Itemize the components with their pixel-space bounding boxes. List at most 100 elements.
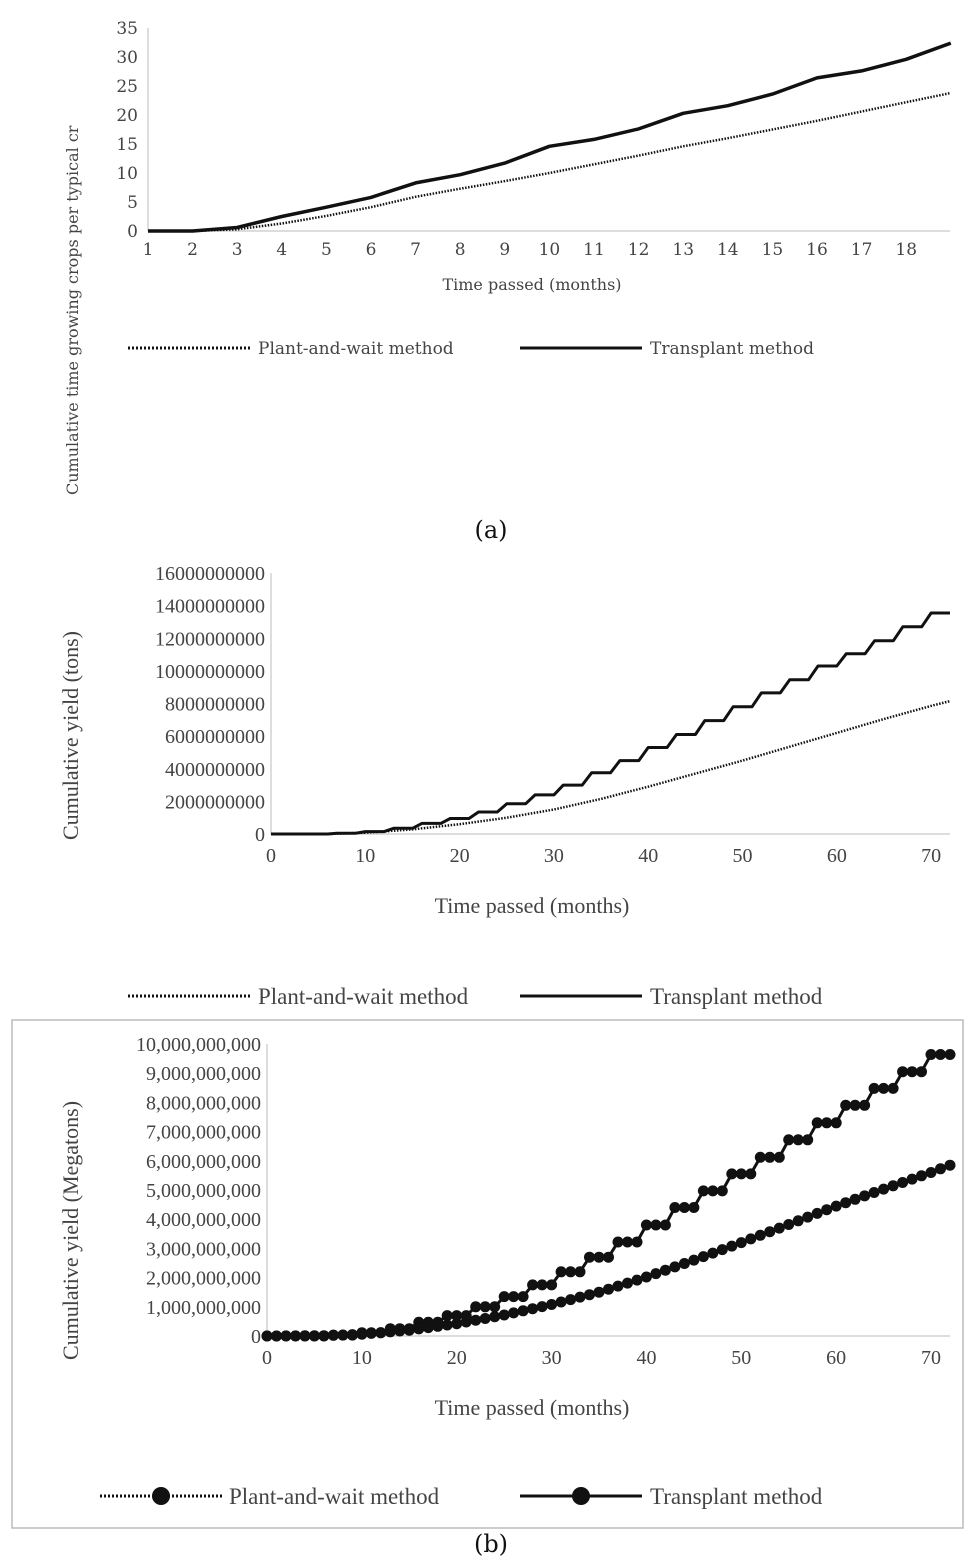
marker-plant-and-wait <box>498 1309 510 1321</box>
caption-a: (a) <box>474 516 507 544</box>
marker-transplant <box>906 1066 918 1078</box>
marker-plant-and-wait <box>451 1318 463 1330</box>
marker-transplant <box>527 1279 539 1291</box>
y-tick-label: 2000000000 <box>165 791 265 813</box>
x-tick-label: 20 <box>450 845 470 867</box>
marker-transplant <box>878 1082 890 1094</box>
marker-transplant <box>574 1266 586 1278</box>
marker-plant-and-wait <box>584 1289 595 1301</box>
y-tick-label: 35 <box>116 19 138 39</box>
chart-a: Cumulative time growing crops per typica… <box>63 19 952 544</box>
x-tick-label: 7 <box>410 240 421 260</box>
marker-transplant <box>593 1251 605 1263</box>
x-tick-label: 5 <box>321 240 332 260</box>
marker-plant-and-wait <box>688 1254 700 1266</box>
marker-plant-and-wait <box>773 1222 785 1234</box>
marker-transplant <box>346 1329 358 1341</box>
marker-transplant <box>802 1134 814 1146</box>
marker-plant-and-wait <box>593 1286 605 1298</box>
marker-transplant <box>565 1266 577 1278</box>
x-tick-label: 10 <box>352 1347 372 1369</box>
marker-transplant <box>764 1151 776 1163</box>
y-axis-label: Cumulative time growing crops per typica… <box>63 125 82 495</box>
y-tick-label: 5,000,000,000 <box>146 1180 261 1202</box>
marker-transplant <box>840 1099 852 1111</box>
marker-plant-and-wait <box>944 1159 956 1171</box>
marker-plant-and-wait <box>830 1200 842 1212</box>
marker-transplant <box>868 1082 880 1094</box>
marker-transplant <box>935 1049 946 1060</box>
marker-transplant <box>261 1330 273 1342</box>
marker-transplant <box>413 1316 425 1328</box>
chart-b-megatons: Cumulative yield (Megatons) 0 1,000,000,0… <box>11 1019 964 1558</box>
x-tick-label: 3 <box>232 240 243 260</box>
axes: 0 1,000,000,000 2,000,000,000 3,000,000,000… <box>136 1034 950 1369</box>
x-tick-label: 17 <box>851 240 873 260</box>
x-tick-label: 14 <box>717 240 739 260</box>
legend-label-transplant: Transplant method <box>650 339 814 359</box>
marker-transplant <box>517 1291 529 1303</box>
series-layer <box>148 41 952 233</box>
marker-transplant <box>745 1168 757 1180</box>
x-tick-label: 60 <box>826 1347 846 1369</box>
marker-plant-and-wait <box>802 1211 814 1223</box>
y-tick-label: 8000000000 <box>165 694 265 716</box>
x-tick-label: 13 <box>672 240 694 260</box>
y-tick-label: 7,000,000,000 <box>146 1122 261 1144</box>
marker-transplant <box>603 1251 614 1263</box>
marker-plant-and-wait <box>565 1294 577 1306</box>
series-line-transplant <box>271 611 950 836</box>
marker-plant-and-wait <box>640 1271 652 1283</box>
x-tick-label: 6 <box>366 240 377 260</box>
marker-plant-and-wait <box>669 1261 681 1273</box>
y-tick-label: 4,000,000,000 <box>146 1209 261 1231</box>
marker-transplant <box>631 1236 643 1248</box>
marker-transplant <box>754 1151 766 1163</box>
marker-transplant <box>432 1316 444 1328</box>
marker-transplant <box>697 1185 709 1197</box>
marker-plant-and-wait <box>859 1190 871 1202</box>
y-tick-label: 4000000000 <box>165 759 265 781</box>
marker-plant-and-wait <box>574 1291 586 1303</box>
x-tick-label: 16 <box>806 240 828 260</box>
marker-transplant <box>384 1323 396 1335</box>
marker-transplant <box>783 1134 795 1146</box>
y-tick-label: 9,000,000,000 <box>146 1063 261 1085</box>
x-tick-label: 10 <box>355 845 375 867</box>
marker-transplant <box>811 1117 823 1129</box>
marker-plant-and-wait <box>479 1313 491 1324</box>
marker-plant-and-wait <box>735 1237 747 1249</box>
marker-plant-and-wait <box>631 1274 643 1286</box>
x-tick-label: 15 <box>762 240 784 260</box>
legend: Plant-and-wait method Transplant method <box>128 339 814 359</box>
x-tick-label: 30 <box>544 845 564 867</box>
legend-label-plant-and-wait: Plant-and-wait method <box>258 339 454 359</box>
x-axis-label: Time passed (months) <box>435 893 630 918</box>
x-tick-label: 70 <box>921 845 941 867</box>
marker-transplant <box>479 1301 491 1313</box>
marker-plant-and-wait <box>489 1311 501 1323</box>
y-tick-label: 6000000000 <box>165 726 265 748</box>
marker-transplant <box>859 1099 871 1111</box>
marker-plant-and-wait <box>603 1283 614 1295</box>
y-tick-label: 10,000,000,000 <box>136 1034 261 1056</box>
marker-plant-and-wait <box>678 1258 690 1269</box>
marker-transplant <box>365 1327 377 1339</box>
y-tick-label: 10 <box>116 164 138 184</box>
marker-plant-and-wait <box>716 1244 728 1256</box>
marker-transplant <box>403 1323 415 1335</box>
marker-plant-and-wait <box>726 1240 738 1252</box>
marker-transplant <box>451 1310 463 1322</box>
x-tick-label: 40 <box>636 1347 656 1369</box>
marker-transplant <box>726 1168 738 1180</box>
y-tick-label: 20 <box>116 106 138 126</box>
legend-marker-plant-and-wait <box>152 1487 170 1505</box>
caption-b: (b) <box>474 1530 508 1558</box>
x-tick-label: 18 <box>895 240 917 260</box>
marker-plant-and-wait <box>546 1299 558 1310</box>
marker-transplant <box>925 1049 937 1060</box>
legend: Plant-and-wait method Transplant method <box>128 984 823 1009</box>
axes: 0 2000000000 4000000000 6000000000 800000000… <box>155 563 950 867</box>
marker-transplant <box>612 1236 624 1248</box>
